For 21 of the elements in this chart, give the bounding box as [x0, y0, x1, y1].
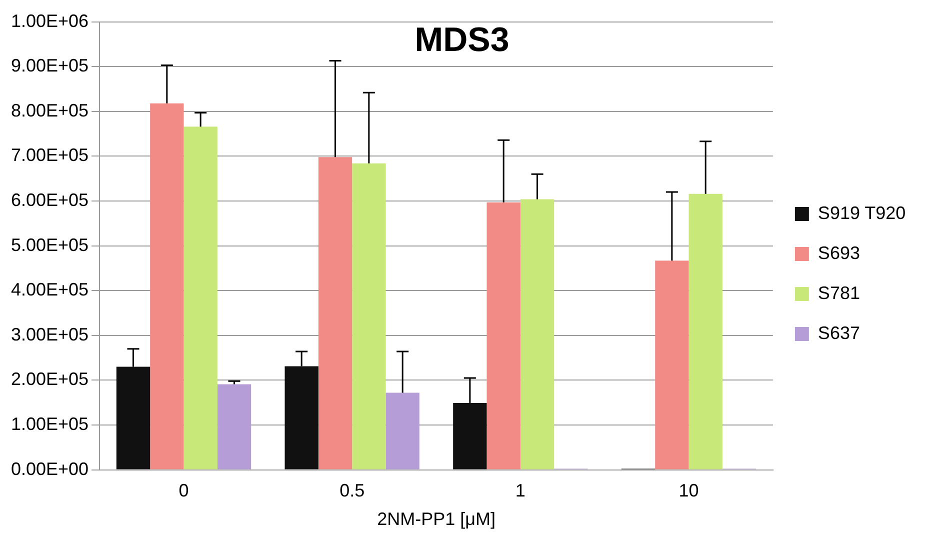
legend-label: S781: [818, 282, 860, 303]
y-tick-label: 5.00E+05: [10, 234, 89, 255]
x-tick-label: 0.5: [340, 480, 365, 501]
y-tick-label: 7.00E+05: [10, 145, 89, 166]
y-tick-label: 0.00E+00: [10, 458, 89, 479]
y-tick-label: 9.00E+05: [10, 56, 89, 76]
chart-title: MDS3: [414, 20, 510, 59]
y-tick-label: 6.00E+05: [10, 190, 89, 210]
y-tick-label: 2.00E+05: [10, 369, 89, 390]
legend-label: S637: [818, 322, 860, 343]
y-tick-label: 1.00E+06: [10, 10, 89, 31]
y-tick-label: 8.00E+05: [10, 100, 89, 120]
y-tick-label: 1.00E+05: [10, 414, 89, 434]
x-tick-label: 0: [178, 480, 189, 501]
y-tick-label: 3.00E+05: [10, 324, 89, 344]
x-tick-label: 10: [678, 480, 699, 501]
x-axis-title: 2NM-PP1 [μM]: [377, 509, 496, 530]
x-tick-label: 1: [515, 480, 526, 501]
legend-label: S693: [818, 242, 860, 263]
legend-label: S919 T920: [818, 202, 906, 223]
y-tick-label: 4.00E+05: [10, 280, 89, 300]
